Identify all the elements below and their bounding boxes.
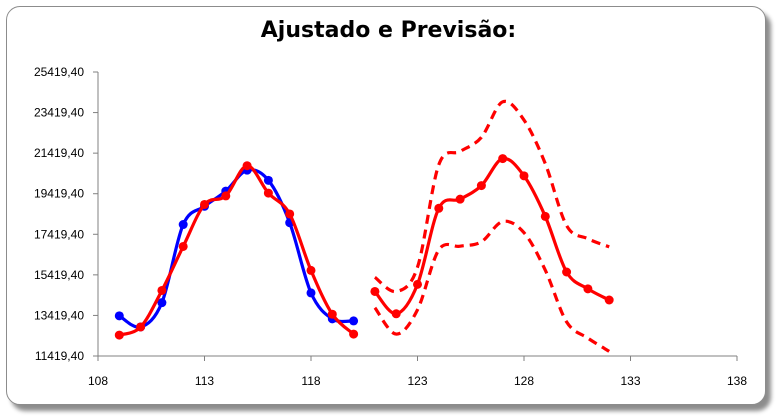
data-point — [157, 285, 167, 295]
chart-title: Ajustado e Previsão: — [260, 18, 517, 43]
series-line — [118, 164, 355, 337]
series-2 — [370, 154, 614, 319]
data-point — [349, 329, 359, 339]
data-point — [157, 298, 167, 308]
y-tick-label: 23419,40 — [34, 106, 84, 120]
x-tick-label: 113 — [195, 374, 214, 388]
data-point — [476, 181, 486, 191]
series-line — [373, 219, 611, 353]
data-point — [519, 171, 529, 181]
x-tick-label: 133 — [620, 374, 640, 388]
data-point — [114, 311, 124, 321]
y-tick-label: 21419,40 — [34, 146, 84, 160]
data-point — [242, 161, 252, 171]
y-axis-ticks: 11419,40 13419,40 15419,40 17419,40 19419,40… — [34, 65, 98, 363]
data-point — [263, 175, 273, 185]
series-4 — [373, 219, 611, 353]
data-point — [178, 241, 188, 251]
series-line — [373, 99, 610, 294]
data-point — [263, 188, 273, 198]
data-point — [391, 309, 401, 319]
y-tick-label: 19419,40 — [34, 187, 84, 201]
data-point — [114, 330, 124, 340]
data-point — [306, 265, 316, 275]
series-0 — [114, 165, 359, 332]
series-line — [373, 156, 610, 316]
data-point — [178, 220, 188, 230]
x-tick-label: 108 — [88, 374, 108, 388]
y-tick-label: 11419,40 — [35, 349, 84, 363]
y-tick-label: 25419,40 — [34, 65, 84, 79]
series-3 — [373, 99, 610, 294]
data-point — [136, 322, 146, 332]
x-tick-label: 128 — [514, 374, 534, 388]
data-point — [498, 154, 508, 164]
chart-frame — [6, 6, 766, 405]
data-point — [434, 203, 444, 213]
data-point — [327, 309, 337, 319]
data-point — [285, 209, 295, 219]
y-tick-label: 17419,40 — [34, 227, 84, 241]
data-point — [455, 194, 465, 204]
data-point — [413, 279, 422, 289]
x-tick-label: 123 — [407, 374, 427, 388]
x-axis-ticks: 108 113 118 123 128 133 138 — [88, 356, 747, 388]
data-point — [540, 211, 550, 221]
data-point — [583, 284, 593, 294]
y-tick-label: 15419,40 — [34, 268, 84, 282]
data-point — [200, 199, 209, 209]
series-1 — [114, 161, 359, 340]
data-point — [349, 316, 359, 326]
data-point — [221, 191, 231, 201]
series-layer — [114, 99, 614, 353]
data-point — [370, 286, 380, 296]
data-point — [604, 295, 614, 305]
y-tick-label: 13419,40 — [34, 308, 84, 322]
x-tick-label: 138 — [727, 374, 747, 388]
x-tick-label: 118 — [301, 374, 320, 388]
data-point — [306, 288, 316, 298]
data-point — [562, 267, 572, 277]
